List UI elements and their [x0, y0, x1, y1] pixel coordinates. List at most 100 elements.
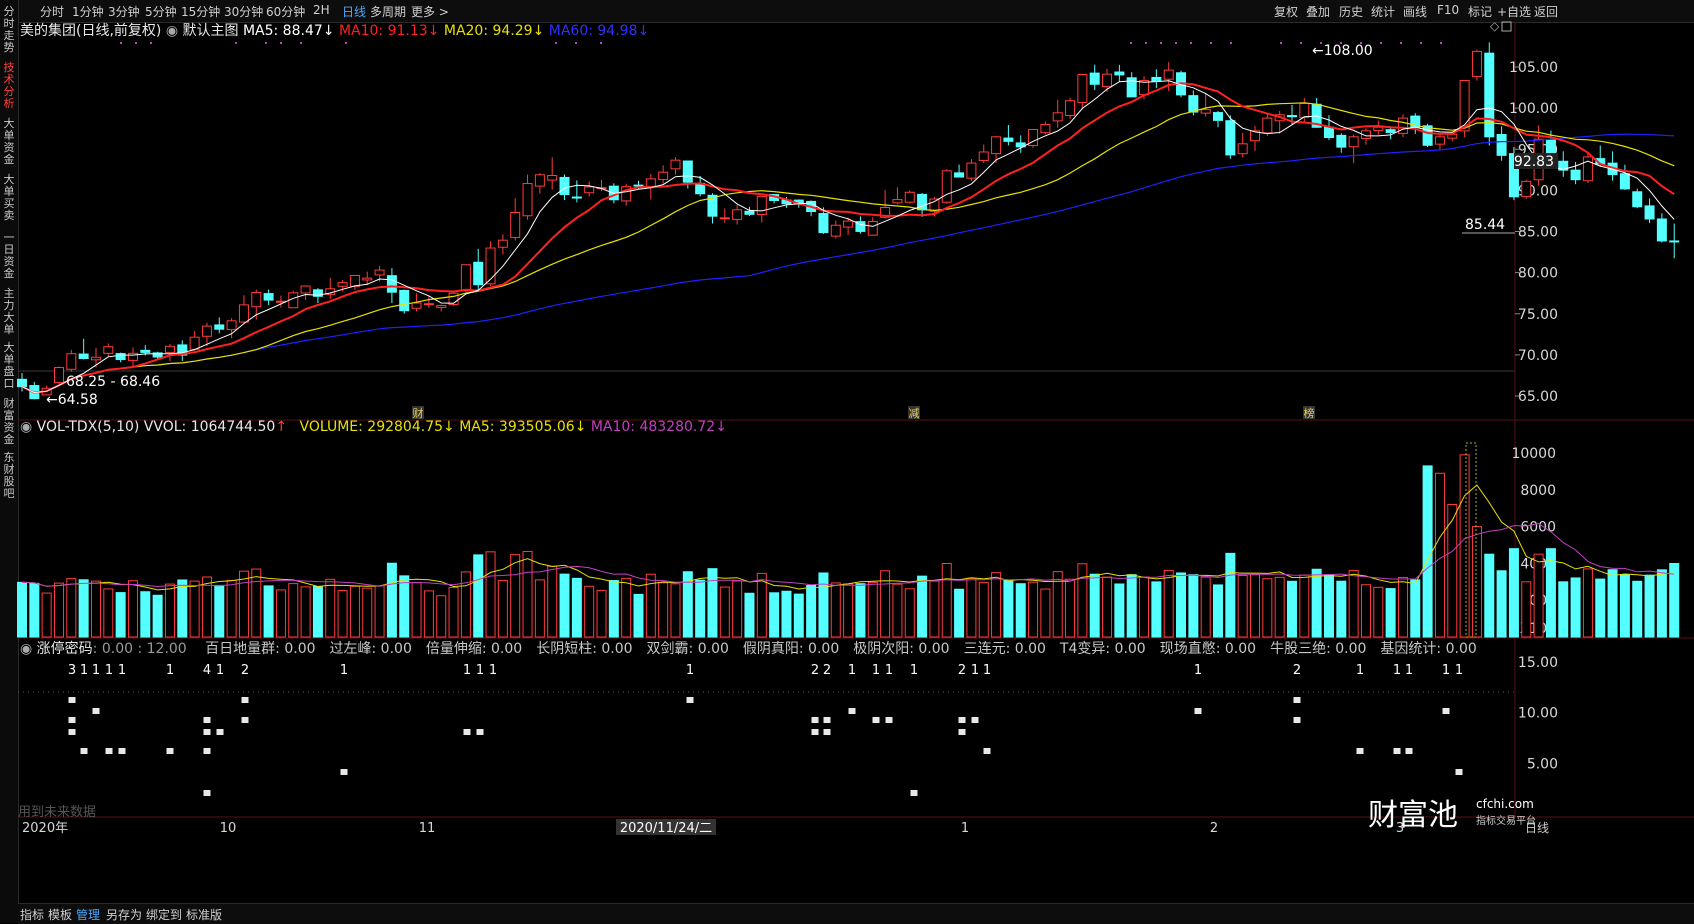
- period-tab-1[interactable]: 1分钟: [72, 5, 104, 19]
- volume-bar: [485, 551, 496, 638]
- signal-dot: [1190, 42, 1192, 44]
- candle-body: [633, 184, 644, 187]
- candle-body: [954, 172, 965, 178]
- indicator-axis-label: 15.00: [1518, 655, 1558, 671]
- period-tab-0[interactable]: 分时: [40, 5, 65, 19]
- candle-body: [1484, 52, 1495, 138]
- bottom-button-0[interactable]: 指标: [20, 908, 45, 922]
- brand-site: cfchi.com: [1476, 797, 1534, 811]
- volume-bar: [1237, 574, 1248, 638]
- period-tab-10[interactable]: 更多 >: [411, 5, 449, 19]
- indicator-count: 1: [340, 663, 348, 678]
- sidebar-item-4[interactable]: 一日资金: [3, 231, 15, 280]
- toolbar-button-8[interactable]: 返回: [1534, 5, 1559, 19]
- candle-body: [263, 293, 274, 301]
- volume-highlight-box: [1465, 442, 1477, 638]
- period-tab-5[interactable]: 30分钟: [224, 5, 264, 19]
- sidebar-item-3[interactable]: 大单买卖: [3, 173, 15, 222]
- period-tab-9[interactable]: 多周期: [370, 5, 407, 19]
- template-name[interactable]: 默认主图: [182, 23, 239, 39]
- volume-bar: [1176, 572, 1187, 638]
- event-marker: [908, 406, 920, 419]
- indicator-item-9: 现场直憋: 0.00: [1159, 641, 1257, 657]
- sidebar-item-7[interactable]: 财富资金: [3, 397, 15, 446]
- candle-body: [1065, 100, 1076, 116]
- indicator-toggle-icon[interactable]: ◉: [20, 641, 33, 657]
- vol-indicator-name[interactable]: VOL-TDX(5,10) VVOL: 1064744.50: [36, 419, 276, 435]
- candle-body: [1077, 73, 1088, 103]
- signal-dot: [1210, 42, 1212, 44]
- period-tab-3[interactable]: 5分钟: [145, 5, 177, 19]
- sidebar-item-8[interactable]: 东财股吧: [3, 451, 15, 500]
- candle-body: [744, 210, 755, 215]
- down-arrow-icon: ↓: [715, 419, 727, 435]
- period-tab-8[interactable]: 日线: [342, 5, 367, 19]
- candle-body: [978, 151, 989, 161]
- sidebar-item-0[interactable]: 分时走势: [3, 5, 15, 54]
- down-arrow-icon: ↓: [532, 23, 545, 39]
- candle-body: [1225, 120, 1236, 156]
- candle-body: [140, 349, 151, 353]
- candle-body: [251, 291, 262, 308]
- period-tab-6[interactable]: 60分钟: [266, 5, 306, 19]
- toolbar-button-5[interactable]: F10: [1437, 3, 1460, 17]
- candle-body: [584, 186, 595, 194]
- signal-dot: [600, 42, 602, 44]
- ma20-line: [21, 102, 1675, 394]
- toolbar-button-3[interactable]: 统计: [1371, 5, 1396, 19]
- period-tab-2[interactable]: 3分钟: [108, 5, 140, 19]
- volume-bar: [867, 581, 878, 638]
- brand-logo: 财富池: [1368, 798, 1458, 833]
- bottom-button-3[interactable]: 另存为: [106, 908, 143, 922]
- volume-bar: [1262, 578, 1273, 638]
- sidebar-item-2[interactable]: 大单资金: [3, 117, 15, 166]
- sidebar-item-5[interactable]: 主力大单: [3, 287, 15, 336]
- bottom-button-1[interactable]: 模板: [48, 908, 73, 922]
- volume-bar: [1151, 581, 1162, 638]
- volume-bar: [744, 592, 755, 638]
- sidebar-item-1[interactable]: 技术分析: [3, 61, 15, 110]
- indicator-name[interactable]: 涨停密码: [36, 641, 93, 657]
- indicator-count: 1: [166, 663, 174, 678]
- bottom-button-5[interactable]: 标准版: [186, 908, 223, 922]
- volume-bar: [1669, 563, 1680, 638]
- indicator-count: 1: [463, 663, 471, 678]
- volume-legend: ◉ VOL-TDX(5,10) VVOL: 1064744.50↑ VOLUME…: [20, 419, 727, 435]
- volume-bar: [991, 572, 1002, 638]
- toolbar-button-7[interactable]: +自选: [1497, 5, 1532, 19]
- volume-bar: [707, 568, 718, 638]
- toolbar-button-2[interactable]: 历史: [1339, 5, 1364, 19]
- volume-bar: [1570, 577, 1581, 638]
- indicator-signal: [68, 717, 76, 723]
- volume-bar: [1508, 548, 1519, 638]
- toolbar-button-1[interactable]: 叠加: [1306, 5, 1331, 19]
- volume-bar: [374, 585, 385, 638]
- indicator-signal: [811, 717, 819, 723]
- indicator-item-7: 三连元: 0.00: [963, 641, 1046, 657]
- candle-body: [53, 367, 64, 384]
- template-toggle-icon[interactable]: ◉: [165, 23, 179, 39]
- range-label: 68.25 - 68.46: [66, 374, 160, 390]
- bottom-button-2[interactable]: 管理: [76, 908, 101, 922]
- volume-bar: [1213, 584, 1224, 638]
- volume-toggle-icon[interactable]: ◉: [20, 419, 33, 435]
- candle-body: [164, 345, 175, 353]
- period-tab-4[interactable]: 15分钟: [181, 5, 221, 19]
- toolbar-button-6[interactable]: 标记: [1468, 5, 1493, 19]
- sidebar-item-6[interactable]: 大单盘口: [3, 341, 15, 390]
- bottom-button-4[interactable]: 绑定到: [146, 908, 183, 922]
- toolbar-button-0[interactable]: 复权: [1274, 5, 1299, 19]
- period-tab-7[interactable]: 2H: [313, 3, 330, 17]
- toolbar-button-4[interactable]: 画线: [1403, 5, 1428, 19]
- main-chart-legend: 美的集团(日线,前复权) ◉ 默认主图 MA5: 88.47↓ MA10: 91…: [20, 20, 649, 40]
- candle-body: [78, 353, 89, 359]
- candle-body: [867, 220, 878, 236]
- candle-body: [1299, 103, 1310, 118]
- indicator-count: 4: [203, 663, 211, 678]
- down-arrow-icon: ↓: [574, 419, 587, 435]
- indicator-signal: [80, 748, 88, 754]
- candle-body: [830, 224, 841, 237]
- stock-name[interactable]: 美的集团(日线,前复权): [20, 23, 162, 39]
- price-axis-label: 100.00: [1509, 101, 1558, 117]
